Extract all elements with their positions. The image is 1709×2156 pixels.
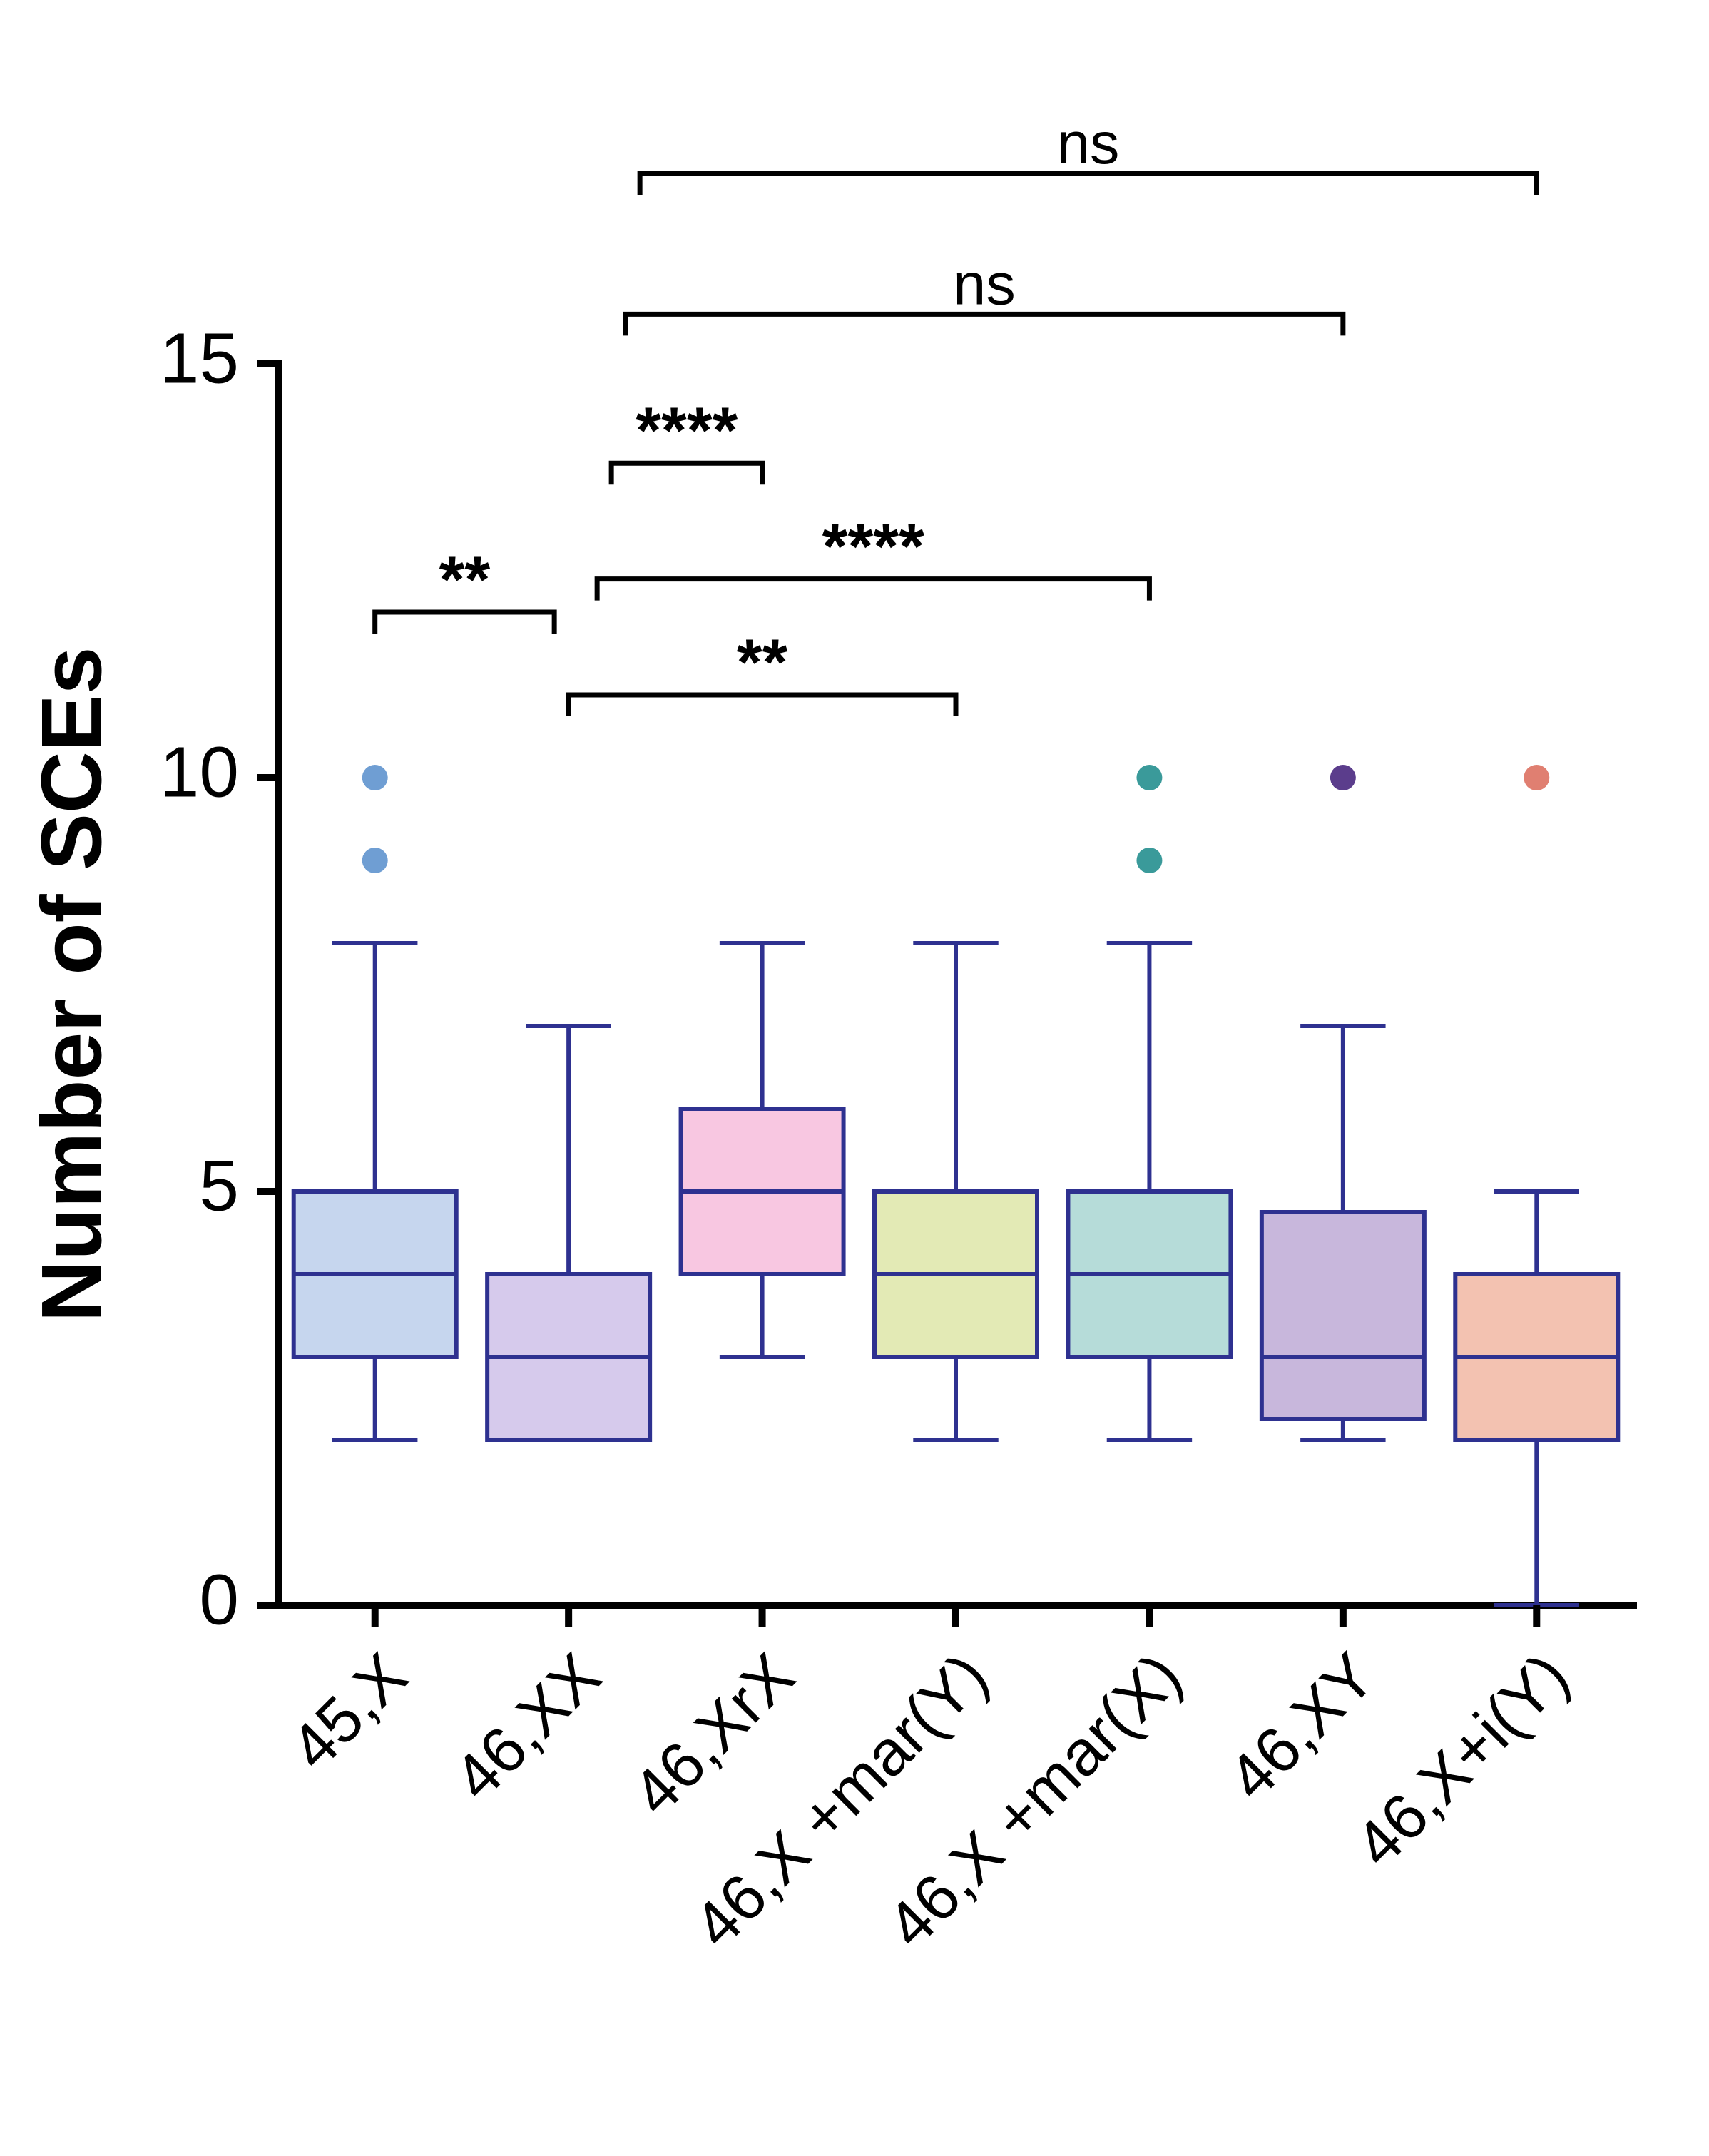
- significance-label: ****: [822, 511, 924, 584]
- outlier-point: [1524, 765, 1549, 790]
- y-tick-label: 5: [199, 1146, 239, 1226]
- outlier-point: [1136, 765, 1162, 790]
- y-tick-label: 0: [199, 1560, 239, 1639]
- y-tick-label: 10: [160, 732, 239, 812]
- outlier-point: [1330, 765, 1356, 790]
- boxplot-chart: 051015Number of SCEs45,X46,XX46,XrX46,X …: [0, 0, 1709, 2156]
- outlier-point: [362, 765, 388, 790]
- outlier-point: [362, 848, 388, 873]
- significance-label: ****: [636, 395, 738, 467]
- significance-label: ns: [953, 250, 1015, 317]
- box: [1262, 1212, 1424, 1419]
- significance-label: ns: [1057, 110, 1119, 176]
- chart-container: 051015Number of SCEs45,X46,XX46,XrX46,X …: [0, 0, 1709, 2156]
- outlier-point: [1136, 848, 1162, 873]
- y-axis-label: Number of SCEs: [24, 647, 120, 1323]
- significance-label: **: [737, 626, 788, 699]
- significance-label: **: [439, 544, 491, 616]
- y-tick-label: 15: [160, 318, 239, 398]
